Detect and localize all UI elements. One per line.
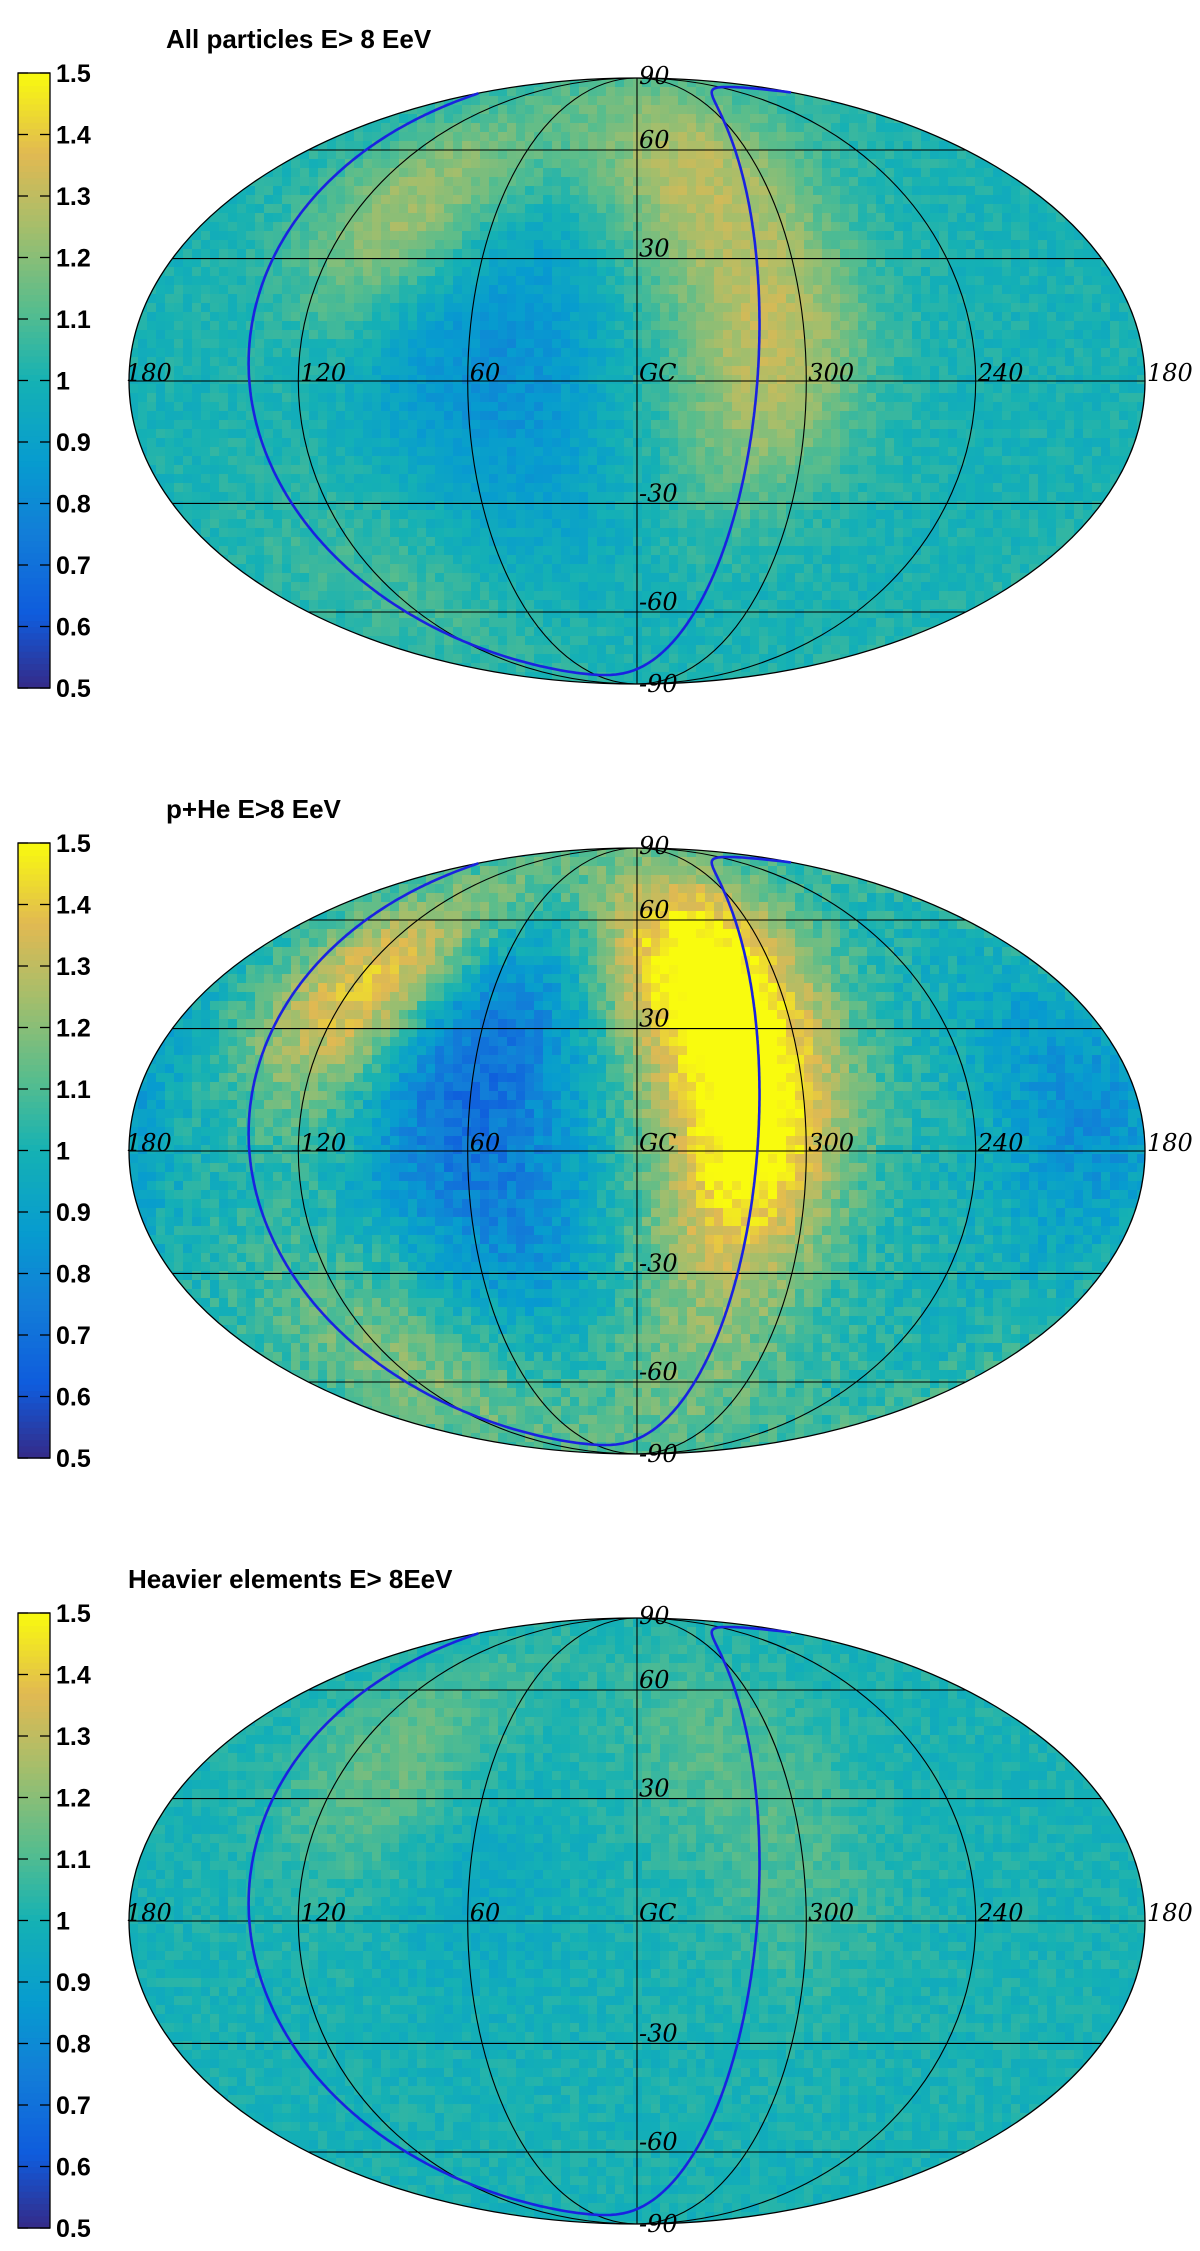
colorbar-tick-label: 0.5	[56, 1445, 91, 1473]
colorbar-tick-label: 0.9	[56, 1969, 91, 1997]
colorbar-tick-label: 1.1	[56, 306, 91, 334]
colorbar-tick-label: 0.7	[56, 2092, 91, 2120]
colorbar-tick-label: 1.1	[56, 1846, 91, 1874]
lat-label: 90	[639, 62, 670, 90]
colorbar-tick-label: 1	[56, 1908, 70, 1936]
chart-title: Heavier elements E> 8EeV	[128, 1564, 453, 1594]
colorbar-tick-label: 1.3	[56, 953, 91, 981]
lon-label: 300	[808, 1129, 854, 1157]
lat-label: -60	[639, 1358, 678, 1386]
lat-label: 30	[639, 1775, 670, 1803]
lon-label: 60	[470, 359, 501, 387]
lon-label: 120	[300, 359, 346, 387]
colorbar-tick-label: 0.6	[56, 1384, 91, 1412]
lon-label: 180	[1147, 1899, 1193, 1927]
lat-label: -60	[639, 588, 678, 616]
colorbar-tick-label: 1.5	[56, 830, 91, 858]
colorbar: 0.5 0.6 0.7 0.8 0.9 1 1.1 1.2 1.3 1.4 1.5	[18, 1600, 91, 2243]
lon-label: 300	[808, 1899, 854, 1927]
colorbar-tick-label: 0.8	[56, 1261, 91, 1289]
lon-label: GC	[639, 1129, 677, 1157]
colorbar-tick-label: 1.3	[56, 183, 91, 211]
colorbar-tick-label: 0.9	[56, 1199, 91, 1227]
colorbar-tick-label: 1.2	[56, 1015, 91, 1043]
lon-label: GC	[639, 1899, 677, 1927]
colorbar-tick-label: 0.6	[56, 2154, 91, 2182]
lon-label: 180	[1147, 359, 1193, 387]
colorbar-tick-label: 0.7	[56, 1322, 91, 1350]
colorbar-tick-label: 0.5	[56, 2215, 91, 2243]
lat-label: 30	[639, 1005, 670, 1033]
colorbar-tick-label: 1.3	[56, 1723, 91, 1751]
colorbar-tick-label: 1.4	[56, 122, 91, 150]
lat-label: -30	[639, 479, 678, 507]
lon-label: 60	[470, 1129, 501, 1157]
colorbar-tick-label: 1.4	[56, 1662, 91, 1690]
colorbar-tick-label: 1	[56, 368, 70, 396]
colorbar: 0.5 0.6 0.7 0.8 0.9 1 1.1 1.2 1.3 1.4 1.5	[18, 60, 91, 703]
chart-title: p+He E>8 EeV	[166, 794, 342, 824]
lon-label: 120	[300, 1129, 346, 1157]
panel-1: 90 60 30 -30 -60 -90 180 120 60 GC 300 240 180 All pa…	[18, 24, 1193, 703]
lon-label: GC	[639, 359, 677, 387]
colorbar-tick-label: 0.8	[56, 2031, 91, 2059]
lon-label: 180	[126, 1899, 172, 1927]
lat-label: 90	[639, 832, 670, 860]
lat-label: -90	[639, 1440, 678, 1468]
lon-label: 240	[977, 359, 1024, 387]
lon-label: 300	[808, 359, 854, 387]
chart-title: All particles E> 8 EeV	[166, 24, 432, 54]
lon-label: 180	[126, 1129, 172, 1157]
colorbar-tick-label: 0.7	[56, 552, 91, 580]
colorbar-tick-label: 1.5	[56, 60, 91, 88]
panel-2: 90 60 30 -30 -60 -90 180 120 60 GC 300 240 180 p+He E…	[18, 794, 1193, 1473]
colorbar-tick-label: 0.6	[56, 614, 91, 642]
panel-3: 90 60 30 -30 -60 -90 180 120 60 GC 300 240 180 Heavie…	[18, 1564, 1193, 2243]
colorbar: 0.5 0.6 0.7 0.8 0.9 1 1.1 1.2 1.3 1.4 1.5	[18, 830, 91, 1473]
lat-label: -90	[639, 2210, 678, 2238]
lat-label: -90	[639, 670, 678, 698]
lon-label: 240	[977, 1899, 1024, 1927]
colorbar-tick-label: 1.1	[56, 1076, 91, 1104]
colorbar-tick-label: 0.8	[56, 491, 91, 519]
lon-label: 180	[126, 359, 172, 387]
lon-label: 120	[300, 1899, 346, 1927]
lat-label: -30	[639, 2019, 678, 2047]
lon-label: 240	[977, 1129, 1024, 1157]
lat-label: -60	[639, 2128, 678, 2156]
lat-label: 60	[639, 896, 670, 924]
colorbar-tick-label: 0.5	[56, 675, 91, 703]
colorbar-tick-label: 0.9	[56, 429, 91, 457]
lat-label: 60	[639, 126, 670, 154]
colorbar-tick-label: 1.2	[56, 245, 91, 273]
colorbar-tick-label: 1	[56, 1138, 70, 1166]
colorbar-tick-label: 1.2	[56, 1785, 91, 1813]
colorbar-tick-label: 1.5	[56, 1600, 91, 1628]
lat-label: 90	[639, 1602, 670, 1630]
lon-label: 180	[1147, 1129, 1193, 1157]
lat-label: 60	[639, 1666, 670, 1694]
lon-label: 60	[470, 1899, 501, 1927]
lat-label: -30	[639, 1249, 678, 1277]
lat-label: 30	[639, 235, 670, 263]
colorbar-tick-label: 1.4	[56, 892, 91, 920]
